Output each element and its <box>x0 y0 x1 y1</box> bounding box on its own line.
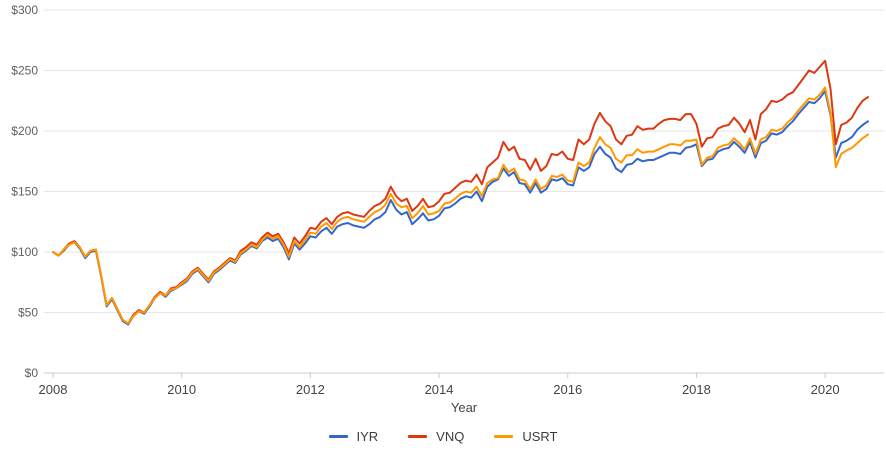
legend-item-IYR[interactable]: IYR <box>328 429 379 444</box>
y-tick-label: $50 <box>18 306 38 320</box>
legend-item-VNQ[interactable]: VNQ <box>408 429 464 444</box>
x-tick-label: 2008 <box>39 382 68 397</box>
legend-item-USRT[interactable]: USRT <box>494 429 558 444</box>
x-tick-label: 2016 <box>553 382 582 397</box>
series-line-USRT[interactable] <box>52 86 869 325</box>
y-tick-label: $100 <box>11 245 38 259</box>
legend-swatch-IYR <box>328 435 348 438</box>
gridlines <box>44 9 884 374</box>
legend-swatch-USRT <box>494 435 514 438</box>
series-line-IYR[interactable] <box>52 90 869 326</box>
x-axis: 2008 2010 2012 2014 2016 2018 2020 <box>39 373 840 397</box>
x-tick-label: 2012 <box>296 382 325 397</box>
y-tick-label: $150 <box>11 185 38 199</box>
y-tick-label: $0 <box>25 366 39 380</box>
y-axis-labels: $0 $50 $100 $150 $200 $250 $300 <box>11 3 38 380</box>
x-tick-label: 2010 <box>167 382 196 397</box>
legend: IYR VNQ USRT <box>0 429 886 444</box>
x-axis-title: Year <box>450 400 478 415</box>
plot-area: $0$50$100$150$200$250$300 2008 2010 2012 20… <box>11 3 884 397</box>
series-line-VNQ[interactable] <box>52 59 869 325</box>
legend-label: IYR <box>356 429 379 444</box>
y-tick-label: $300 <box>11 3 38 17</box>
x-tick-label: 2020 <box>811 382 840 397</box>
y-tick-label: $250 <box>11 64 38 78</box>
y-tick-label: $200 <box>11 124 38 138</box>
x-tick-label: 2018 <box>682 382 711 397</box>
series-lines <box>52 59 869 326</box>
legend-swatch-VNQ <box>408 435 428 438</box>
legend-label: USRT <box>522 429 558 444</box>
legend-label: VNQ <box>436 429 465 444</box>
x-tick-label: 2014 <box>425 382 454 397</box>
